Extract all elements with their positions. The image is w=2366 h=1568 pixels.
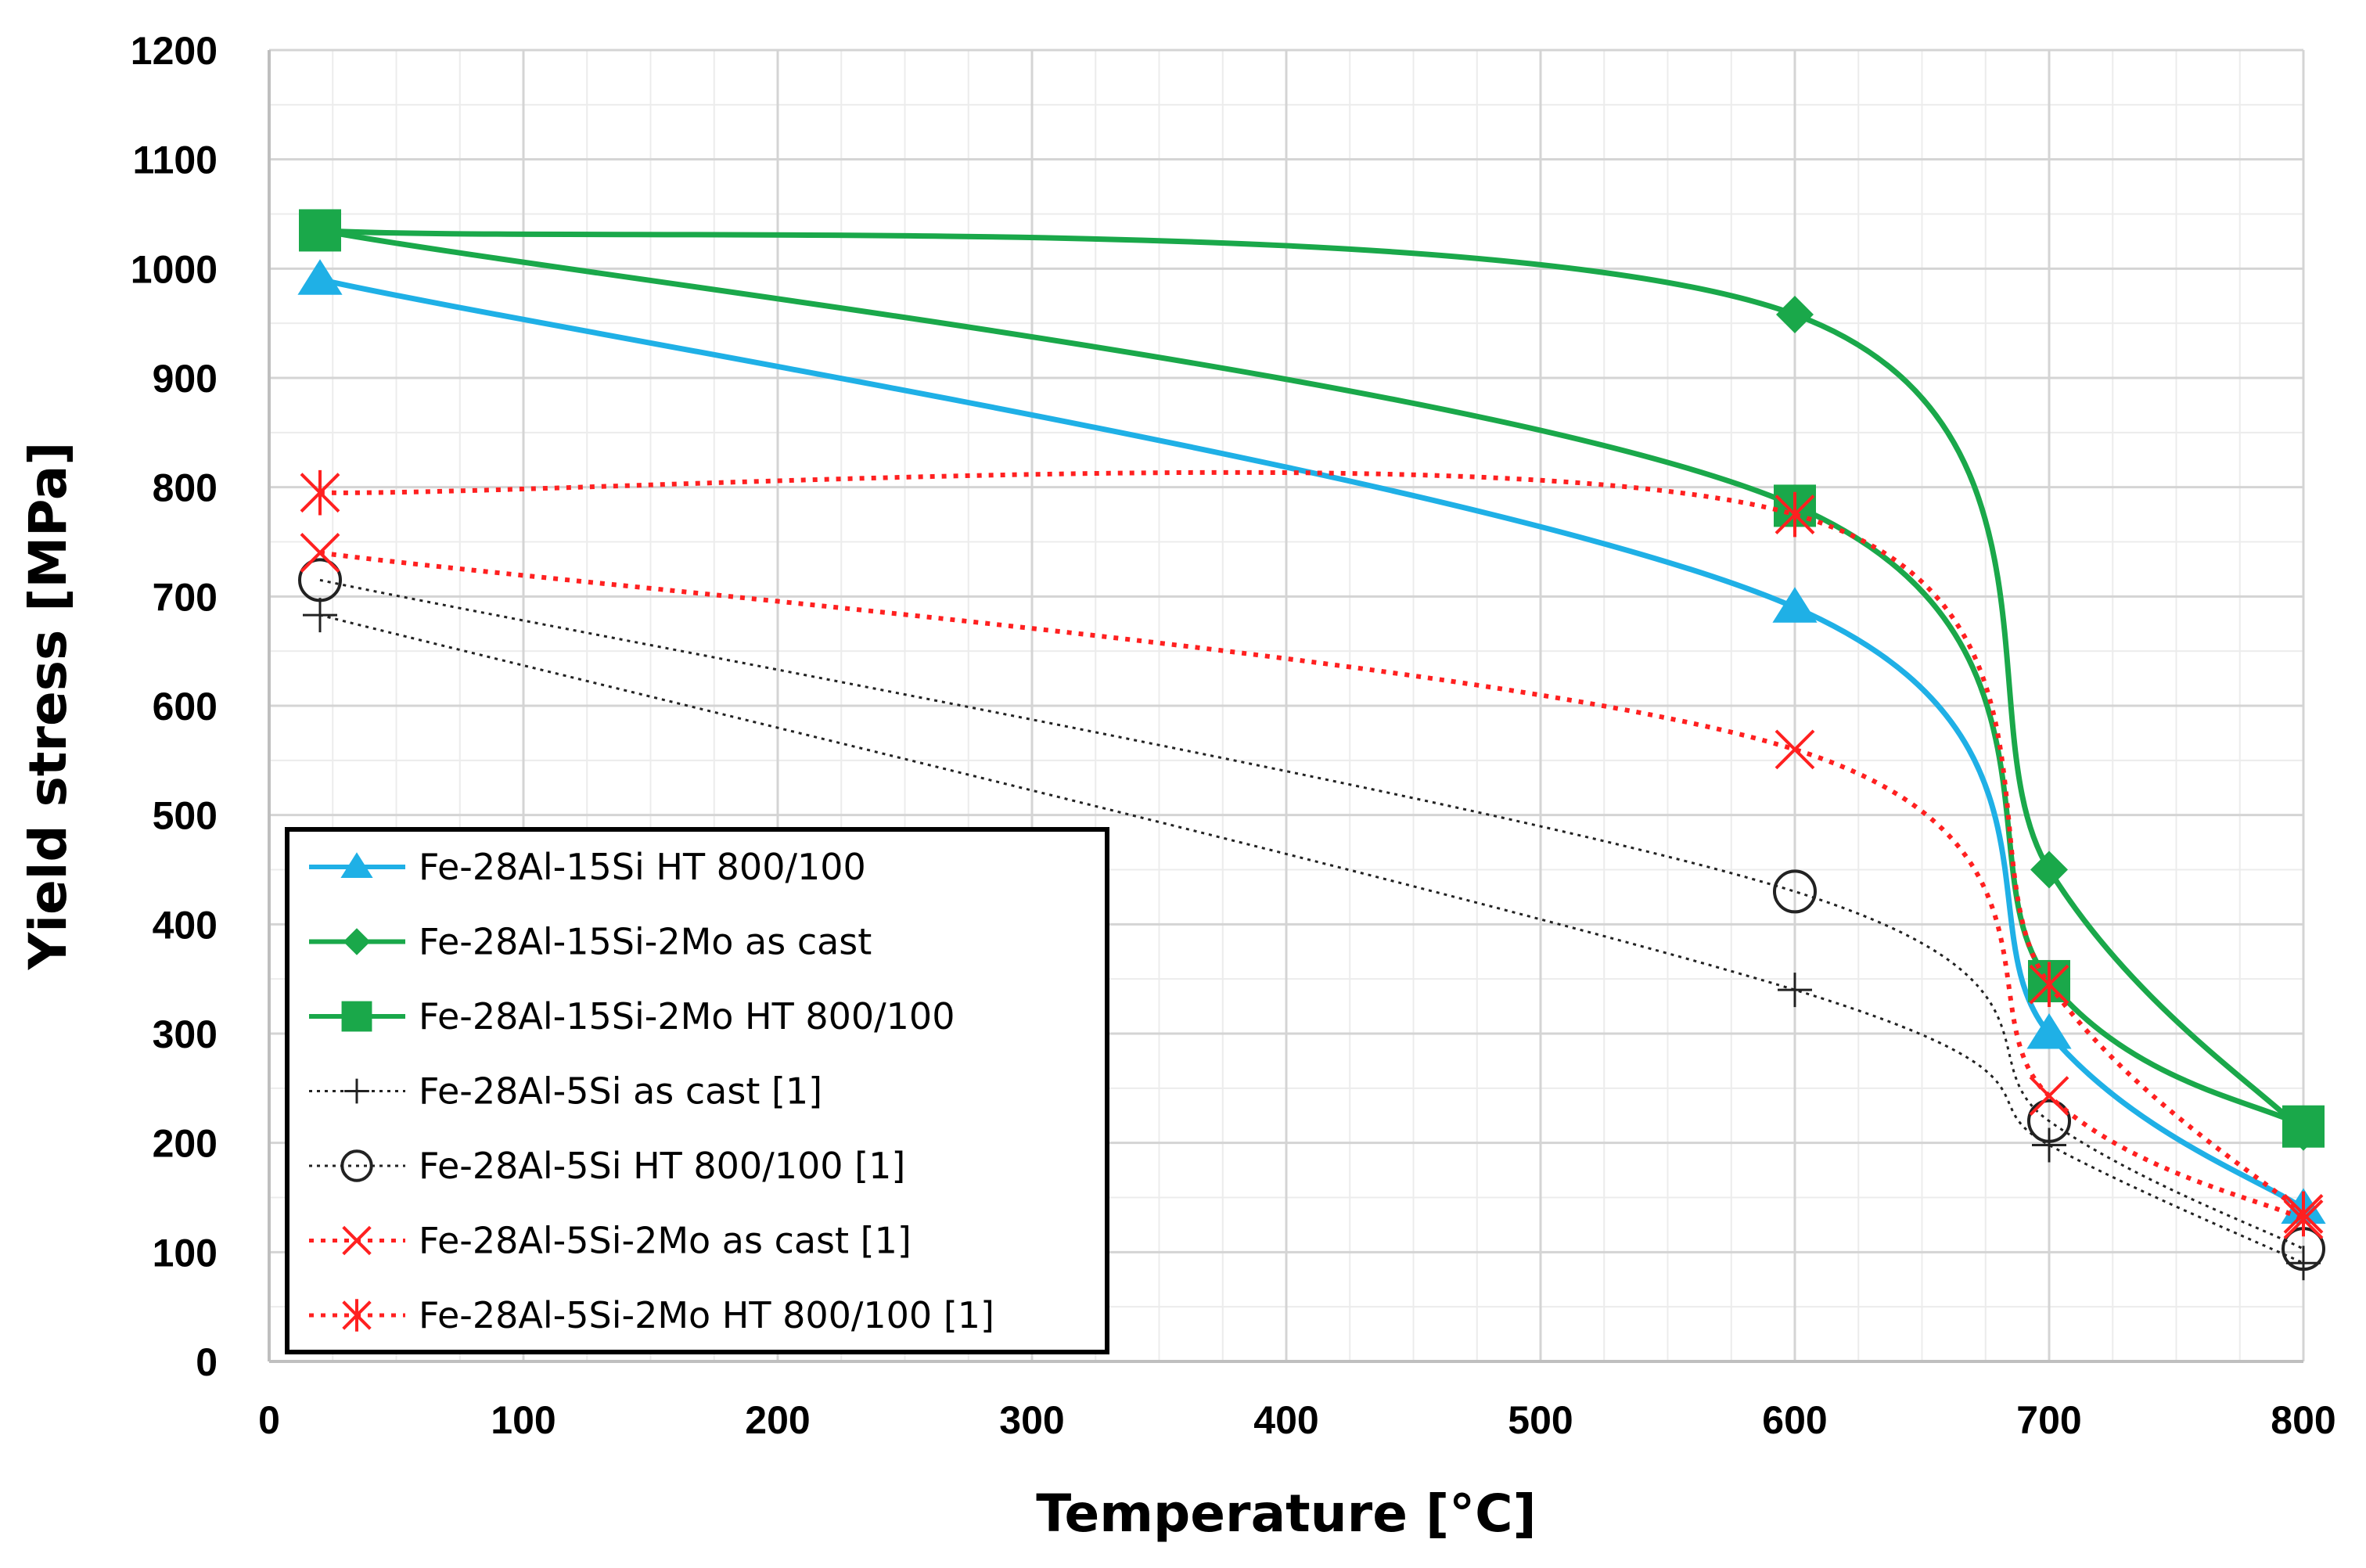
data-point xyxy=(298,558,342,602)
y-tick-label: 200 xyxy=(153,1122,218,1166)
data-point xyxy=(303,598,337,633)
x-tick-label: 600 xyxy=(1762,1398,1827,1442)
data-point xyxy=(342,1225,372,1256)
y-tick-label: 0 xyxy=(196,1340,218,1384)
y-tick-label: 1200 xyxy=(131,29,218,73)
legend-label: Fe-28Al-15Si HT 800/100 xyxy=(419,846,866,888)
data-point xyxy=(344,1078,369,1104)
data-point xyxy=(2282,1105,2325,1148)
legend-label: Fe-28Al-5Si-2Mo HT 800/100 [1] xyxy=(419,1294,994,1336)
data-point xyxy=(341,1001,372,1032)
data-point xyxy=(1774,729,1815,770)
y-axis-title: Yield stress [MPa] xyxy=(18,442,78,971)
series-line xyxy=(319,227,2306,1135)
legend-entry: Fe-28Al-5Si-2Mo HT 800/100 [1] xyxy=(309,1294,994,1336)
x-tick-label: 800 xyxy=(2271,1398,2335,1442)
tick-labels: 0 100 200 300 400 500 600 700 800 0 100 200 300 400 50… xyxy=(131,29,2336,1442)
data-point xyxy=(2283,1191,2324,1237)
y-tick-label: 900 xyxy=(153,357,218,401)
data-point xyxy=(343,928,371,955)
legend-label: Fe-28Al-5Si HT 800/100 [1] xyxy=(419,1145,905,1187)
data-point xyxy=(2026,1013,2072,1049)
legend-label: Fe-28Al-5Si as cast [1] xyxy=(419,1070,822,1113)
x-axis-title: Temperature [°C] xyxy=(1036,1483,1536,1544)
series-line xyxy=(319,228,2305,1129)
axes xyxy=(268,50,2303,1363)
x-tick-label: 700 xyxy=(2016,1398,2081,1442)
series-line xyxy=(319,276,2305,1211)
legend-box xyxy=(285,827,1109,1354)
legend-label: Fe-28Al-15Si-2Mo as cast xyxy=(419,921,872,963)
x-tick-label: 100 xyxy=(491,1398,556,1442)
series-4 xyxy=(303,598,2321,1281)
x-tick-label: 500 xyxy=(1508,1398,1573,1442)
data-point xyxy=(2029,962,2069,1007)
y-tick-label: 300 xyxy=(153,1012,218,1056)
legend-label: Fe-28Al-5Si-2Mo as cast [1] xyxy=(419,1220,912,1262)
data-point xyxy=(2286,1246,2321,1281)
y-tick-label: 700 xyxy=(153,575,218,619)
legend-entry: Fe-28Al-5Si HT 800/100 [1] xyxy=(309,1145,905,1187)
series-group xyxy=(297,209,2326,1281)
legend-entry: Fe-28Al-15Si-2Mo HT 800/100 xyxy=(309,995,955,1038)
y-tick-label: 100 xyxy=(153,1231,218,1275)
data-point xyxy=(1778,973,1812,1008)
data-point xyxy=(1773,869,1817,914)
data-point xyxy=(2027,1099,2071,1143)
data-point xyxy=(297,259,343,295)
x-tick-label: 0 xyxy=(258,1398,280,1442)
data-point xyxy=(1774,491,1815,538)
data-point xyxy=(1776,295,1814,333)
legend-entry: Fe-28Al-5Si-2Mo as cast [1] xyxy=(309,1220,912,1262)
y-tick-label: 500 xyxy=(153,794,218,838)
y-tick-label: 600 xyxy=(153,685,218,728)
data-point xyxy=(2029,1076,2069,1117)
legend-label: Fe-28Al-15Si-2Mo HT 800/100 xyxy=(419,995,955,1038)
x-tick-label: 400 xyxy=(1253,1398,1318,1442)
x-tick-label: 300 xyxy=(999,1398,1064,1442)
legend: Fe-28Al-15Si HT 800/100 Fe-28Al-15Si-2Mo … xyxy=(285,827,1109,1354)
data-point xyxy=(300,533,340,573)
series-7 xyxy=(300,469,2324,1237)
y-tick-label: 400 xyxy=(153,903,218,947)
data-point xyxy=(340,1149,373,1182)
legend-entry: Fe-28Al-15Si-2Mo as cast xyxy=(309,921,872,963)
y-tick-label: 800 xyxy=(153,466,218,510)
data-point xyxy=(342,1299,372,1332)
legend-entry: Fe-28Al-15Si HT 800/100 xyxy=(309,846,866,888)
x-tick-label: 200 xyxy=(745,1398,810,1442)
series-6 xyxy=(300,533,2324,1239)
y-tick-label: 1000 xyxy=(131,247,218,291)
data-point xyxy=(1772,587,1818,623)
series-line xyxy=(319,613,2304,1264)
series-line xyxy=(319,578,2304,1250)
data-point xyxy=(299,209,341,252)
y-tick-label: 1100 xyxy=(133,138,218,182)
data-point xyxy=(340,852,373,879)
data-point xyxy=(2030,851,2068,889)
legend-entry: Fe-28Al-5Si as cast [1] xyxy=(309,1070,822,1113)
data-point xyxy=(2032,1127,2066,1163)
data-point xyxy=(300,469,340,516)
